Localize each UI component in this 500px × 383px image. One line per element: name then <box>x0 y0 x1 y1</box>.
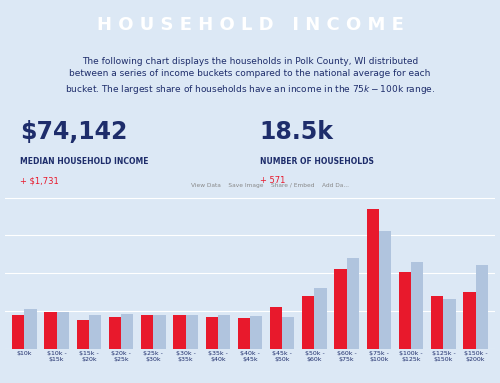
Bar <box>270 307 282 349</box>
Bar <box>121 314 134 349</box>
Bar <box>399 272 411 349</box>
Bar <box>282 317 294 349</box>
Bar <box>186 314 198 349</box>
Bar <box>366 209 379 349</box>
Bar <box>314 288 326 349</box>
Text: The following chart displays the households in Polk County, WI distributed
betwe: The following chart displays the househo… <box>65 57 435 96</box>
Bar <box>476 265 488 349</box>
Text: + $1,731: + $1,731 <box>20 176 59 185</box>
Bar <box>431 296 444 349</box>
Text: $74,142: $74,142 <box>20 120 127 144</box>
Bar <box>379 231 391 349</box>
Bar <box>76 320 89 349</box>
Bar <box>206 317 218 349</box>
Text: H O U S E H O L D   I N C O M E: H O U S E H O L D I N C O M E <box>96 16 404 33</box>
Bar <box>24 309 36 349</box>
Bar <box>154 314 166 349</box>
Text: NUMBER OF HOUSEHOLDS: NUMBER OF HOUSEHOLDS <box>260 157 374 165</box>
Bar <box>334 269 346 349</box>
Bar <box>444 300 456 349</box>
Bar <box>250 316 262 349</box>
Text: 18.5k: 18.5k <box>260 120 334 144</box>
Bar <box>12 314 24 349</box>
Text: MEDIAN HOUSEHOLD INCOME: MEDIAN HOUSEHOLD INCOME <box>20 157 148 165</box>
Bar <box>464 292 475 349</box>
Bar <box>109 317 121 349</box>
Bar <box>238 318 250 349</box>
Text: + 571: + 571 <box>260 176 285 185</box>
Bar <box>89 315 101 349</box>
Bar <box>411 262 424 349</box>
Bar <box>346 258 359 349</box>
Bar <box>56 311 69 349</box>
Bar <box>302 296 314 349</box>
Bar <box>44 312 56 349</box>
Text: View Data    Save Image    Share / Embed    Add Da...: View Data Save Image Share / Embed Add D… <box>191 183 349 188</box>
Bar <box>141 314 154 349</box>
Bar <box>174 314 186 349</box>
Bar <box>218 315 230 349</box>
